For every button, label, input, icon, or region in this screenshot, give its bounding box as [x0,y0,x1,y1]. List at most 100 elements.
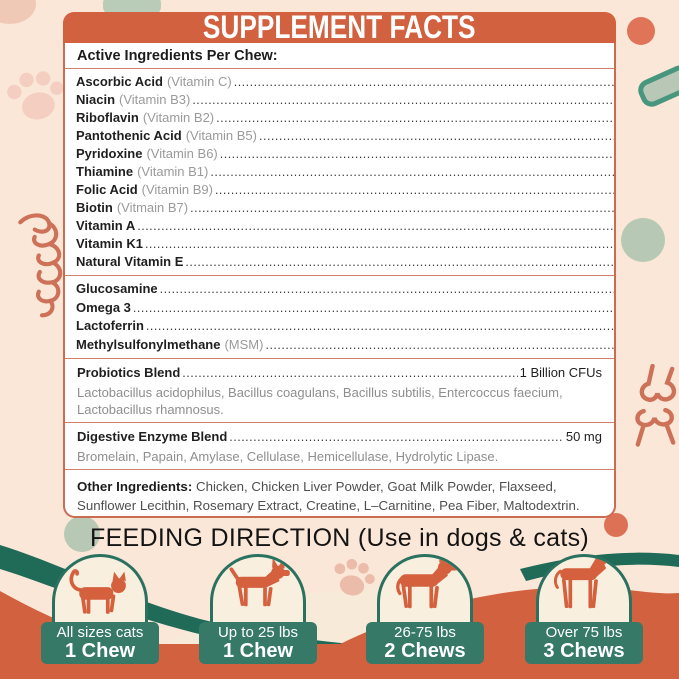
ingredient-name: Vitamin A [76,218,136,233]
feeding-badge-small-dog: Up to 25 lbs 1 Chew [199,554,317,664]
feeding-badge-cats: All sizes cats 1 Chew [41,554,159,664]
dots-leader [192,91,614,109]
other-ingredients-section: Other Ingredients: Chicken, Chicken Live… [65,469,614,516]
ingredient-note: (Vitamin B9) [141,182,213,197]
feeding-badge-large-dog: Over 75 lbs 3 Chews [525,554,643,664]
actives-section: Glucosamine 240 mg Omega 3 110 mg Lactof… [65,275,614,358]
small-dog-icon [229,557,290,607]
other-ingredients-label: Other Ingredients: [77,479,193,495]
dots-leader [259,127,614,145]
dots-leader [182,363,517,383]
blend-description: Bromelain, Papain, Amylase, Cellulase, H… [77,449,499,465]
ingredient-name: Biotin [76,200,113,215]
cat-icon [69,569,126,615]
dots-leader [133,299,614,318]
badge-size-label: Up to 25 lbs [217,624,299,641]
dots-leader [190,199,614,217]
vitamins-section: Ascorbic Acid (Vitamin C) 40 mg Niacin (… [65,68,614,275]
ingredient-row: Natural Vitamin E 25 IU [76,253,614,271]
ingredient-row: Pantothenic Acid (Vitamin B5) 0.7 mg [76,127,614,145]
blend-name: Probiotics Blend [77,365,181,381]
badge-label-box: 26-75 lbs 2 Chews [366,622,484,664]
ingredient-row: Biotin (Vitmain B7) 0.015 mg [76,199,614,217]
joint-icon [635,364,677,447]
sage-tab-decoration [103,0,161,14]
blend-name: Digestive Enzyme Blend [77,429,228,445]
blend-description: Lactobacillus acidophilus, Bacillus coag… [77,385,563,418]
blend-value: 1 Billion CFUs [519,365,602,381]
badge-size-label: 26-75 lbs [394,624,456,641]
dots-leader [160,280,614,299]
ingredient-row: Pyridoxine (Vitamin B6) 0.46 mg [76,145,614,163]
ingredient-name: Folic Acid [76,182,138,197]
capsule-icon [634,61,679,111]
dots-leader [145,235,614,253]
sage-dot-small-decoration [64,516,100,552]
ingredient-name: Lactoferrin [76,318,144,334]
ingredient-row: Methylsulfonylmethane (MSM) 40 mg [76,336,614,355]
probiotics-blend-section: Probiotics Blend 1 Billion CFUs Lactobac… [65,358,614,422]
dots-leader [185,253,614,271]
actives-left-column: Glucosamine 240 mg Omega 3 110 mg Lactof… [65,276,614,358]
badge-arch [536,554,632,624]
ingredient-row: Lactoferrin 50 mg [76,317,614,336]
badge-dose: 2 Chews [384,640,466,662]
ingredient-note: (Vitamin B3) [119,92,191,107]
ingredient-name: Natural Vitamin E [76,254,184,269]
ingredient-row: Niacin (Vitamin B3) 10 mg [76,91,614,109]
dots-leader [229,427,564,447]
dots-leader [216,109,614,127]
ingredient-note: (Vitamin B5) [185,128,257,143]
dots-leader [137,217,614,235]
feeding-badge-medium-dog: 26-75 lbs 2 Chews [366,554,484,664]
ingredient-name: Methylsulfonylmethane [76,336,221,352]
badge-dose: 1 Chew [222,640,294,662]
supplement-facts-header: SUPPLEMENT FACTS [63,9,616,45]
badge-dose: 3 Chews [543,640,625,662]
dots-leader [146,317,614,336]
ingredient-note: (Vitmain B7) [116,200,189,215]
ingredient-row: Omega 3 110 mg [76,299,614,318]
dots-leader [265,336,614,355]
ingredient-row: Vitamin A 1000 IU [76,217,614,235]
enzyme-blend-section: Digestive Enzyme Blend 50 mg Bromelain, … [65,422,614,469]
supplement-facts-table: Active Ingredients Per Chew: Ascorbic Ac… [63,43,616,518]
orange-dot-decoration [627,17,655,45]
ingredient-row: Riboflavin (Vitamin B2) 1.2 mg [76,109,614,127]
dots-leader [234,73,614,91]
ingredient-name: Niacin [76,92,116,107]
ingredient-note: (Vitamin B2) [142,110,215,125]
badge-dose: 1 Chew [64,640,136,662]
badge-arch [377,554,473,624]
badge-label-box: All sizes cats 1 Chew [41,622,159,664]
ingredient-note: (Vitamin B1) [137,164,209,179]
ingredient-name: Pantothenic Acid [76,128,182,143]
ingredient-name: Glucosamine [76,281,158,296]
ingredient-row: Glucosamine 240 mg [76,280,614,299]
ingredient-row: Thiamine (Vitamin B1) 0.25 mg [76,163,614,181]
ingredient-name: Omega 3 [76,299,131,315]
vitamins-left-column: Ascorbic Acid (Vitamin C) 40 mg Niacin (… [65,69,614,275]
ingredient-note: (Vitamin C) [166,74,232,89]
dots-leader [215,181,614,199]
ingredient-name: Ascorbic Acid [76,74,163,89]
ingredient-row: Vitamin K1 0.08 mg [76,235,614,253]
ingredient-name: Thiamine [76,164,134,179]
intestine-icon [18,213,63,318]
ingredient-note: (MSM) [224,336,264,352]
badge-size-label: All sizes cats [56,624,144,641]
ingredient-row: Ascorbic Acid (Vitamin C) 40 mg [76,73,614,91]
sage-dot-decoration [621,218,665,262]
paw-icon [7,71,64,120]
feeding-direction-heading: FEEDING DIRECTION (Use in dogs & cats) [90,524,589,552]
medium-dog-icon [396,557,458,609]
blend-value: 50 mg [565,429,602,445]
badge-label-box: Over 75 lbs 3 Chews [525,622,643,664]
ingredient-name: Pyridoxine [76,146,143,161]
active-ingredients-subtitle: Active Ingredients Per Chew: [77,48,278,64]
badge-arch [52,554,148,624]
ingredient-note: (Vitamin B6) [146,146,218,161]
ingredient-name: Vitamin K1 [76,236,143,251]
badge-arch [210,554,306,624]
